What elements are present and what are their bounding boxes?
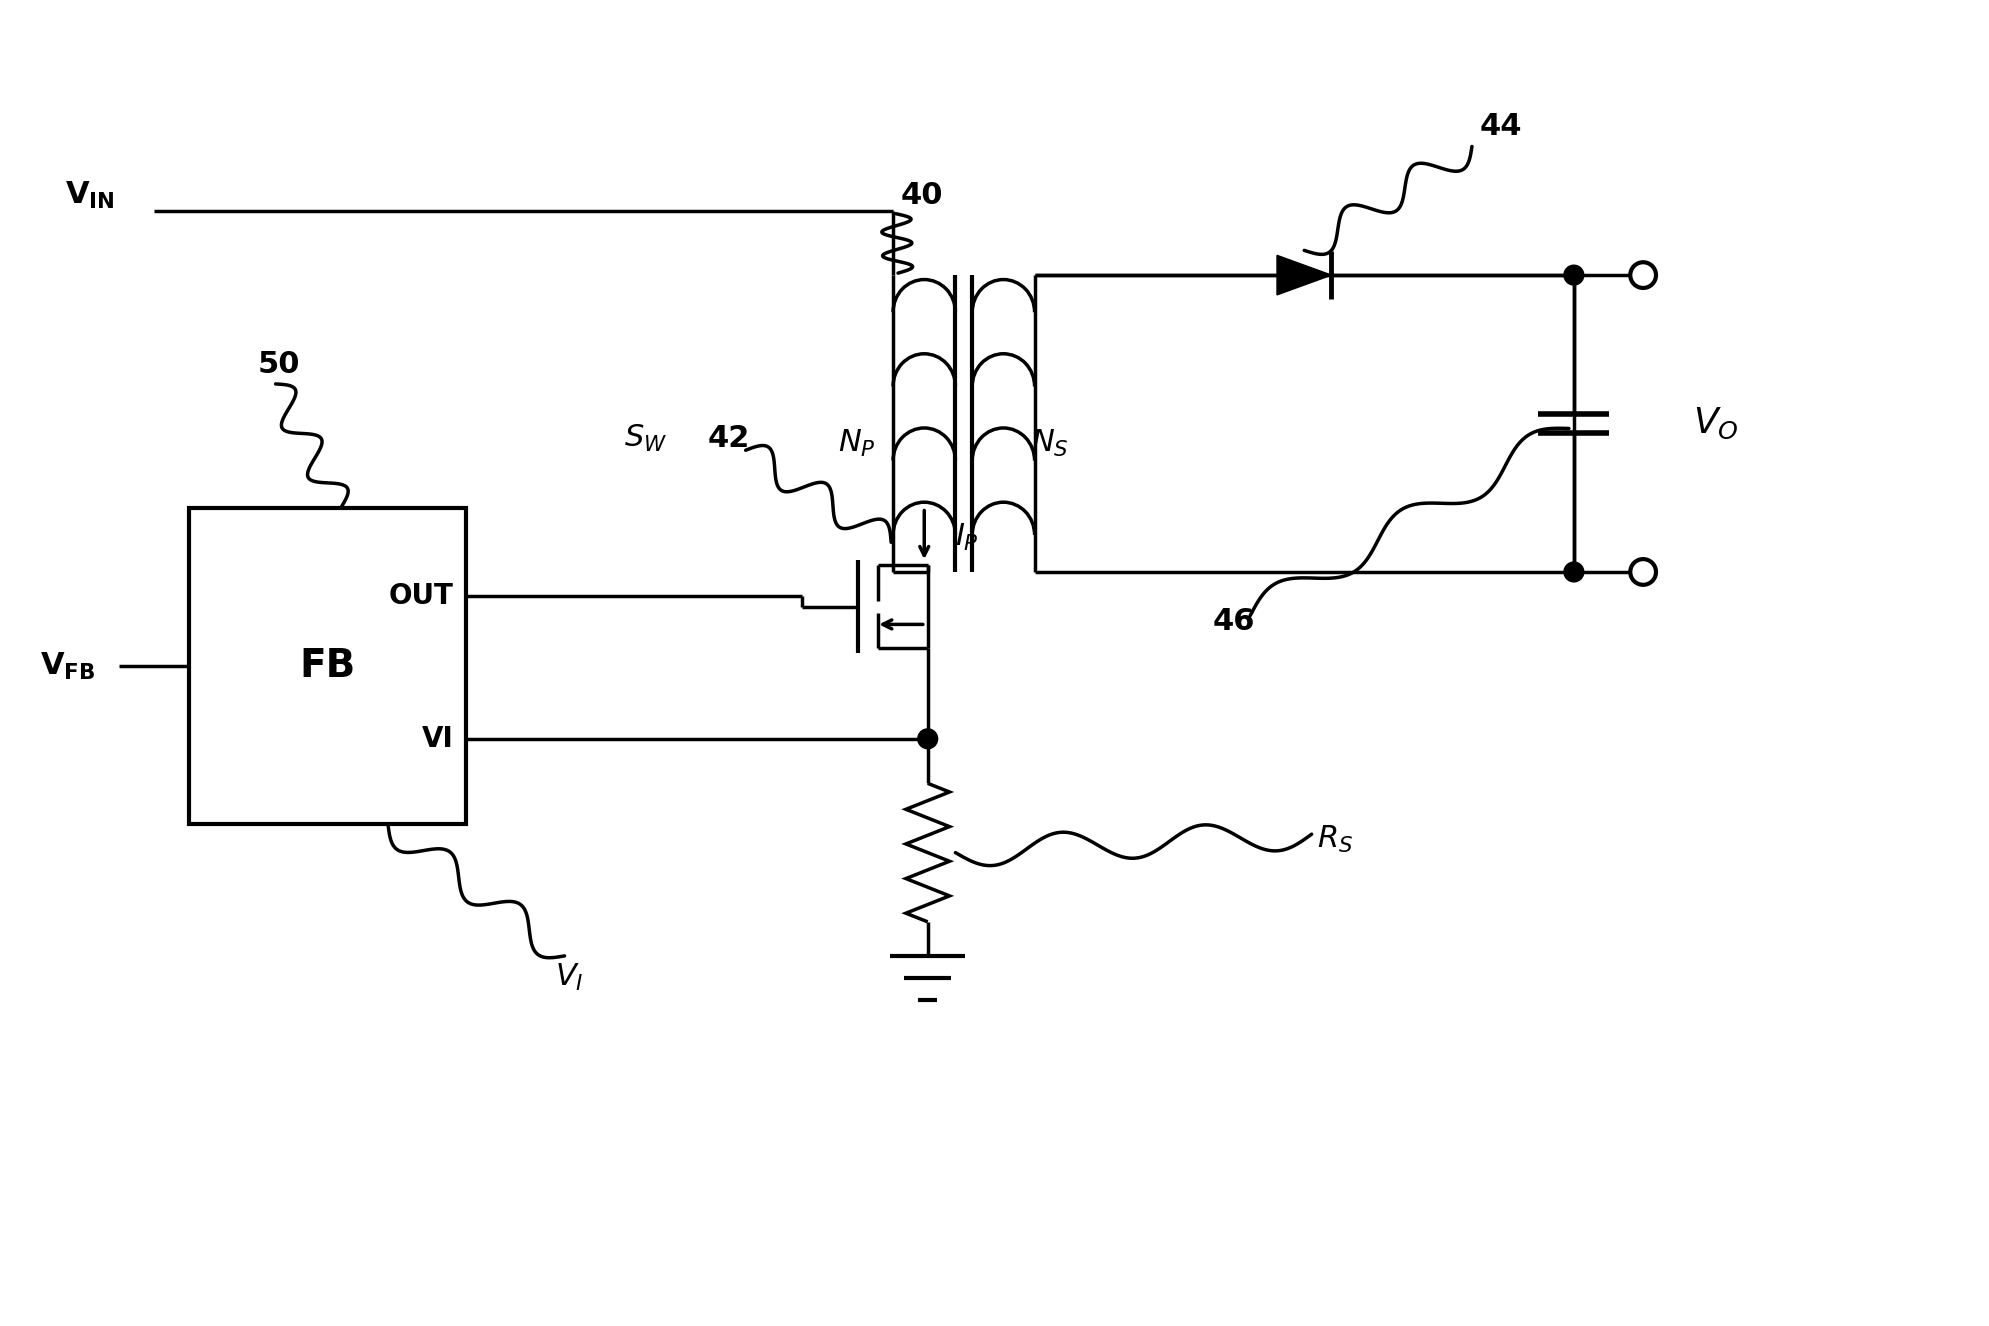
Text: OUT: OUT xyxy=(388,582,453,610)
Polygon shape xyxy=(1277,256,1331,294)
Text: $N_S$: $N_S$ xyxy=(1030,428,1068,459)
Text: FB: FB xyxy=(298,647,354,686)
Text: $I_P$: $I_P$ xyxy=(955,521,979,553)
Text: 50: 50 xyxy=(259,350,300,379)
Text: $S_W$: $S_W$ xyxy=(625,423,666,453)
Text: $N_P$: $N_P$ xyxy=(837,428,875,459)
Text: $V_I$: $V_I$ xyxy=(555,963,583,993)
Circle shape xyxy=(917,729,937,749)
Text: 42: 42 xyxy=(708,424,750,453)
Circle shape xyxy=(1629,263,1655,288)
Circle shape xyxy=(1629,560,1655,585)
Circle shape xyxy=(1563,265,1583,285)
Text: 44: 44 xyxy=(1480,113,1522,141)
Circle shape xyxy=(1563,562,1583,582)
Text: VI: VI xyxy=(422,725,453,753)
Text: $\mathbf{V_{FB}}$: $\mathbf{V_{FB}}$ xyxy=(40,651,95,682)
Bar xyxy=(189,508,465,825)
Text: $\mathbf{V_{IN}}$: $\mathbf{V_{IN}}$ xyxy=(66,180,115,211)
Text: $R_S$: $R_S$ xyxy=(1317,823,1353,855)
Text: 40: 40 xyxy=(901,182,943,211)
Text: $V_O$: $V_O$ xyxy=(1693,406,1736,442)
Text: 46: 46 xyxy=(1211,607,1255,636)
